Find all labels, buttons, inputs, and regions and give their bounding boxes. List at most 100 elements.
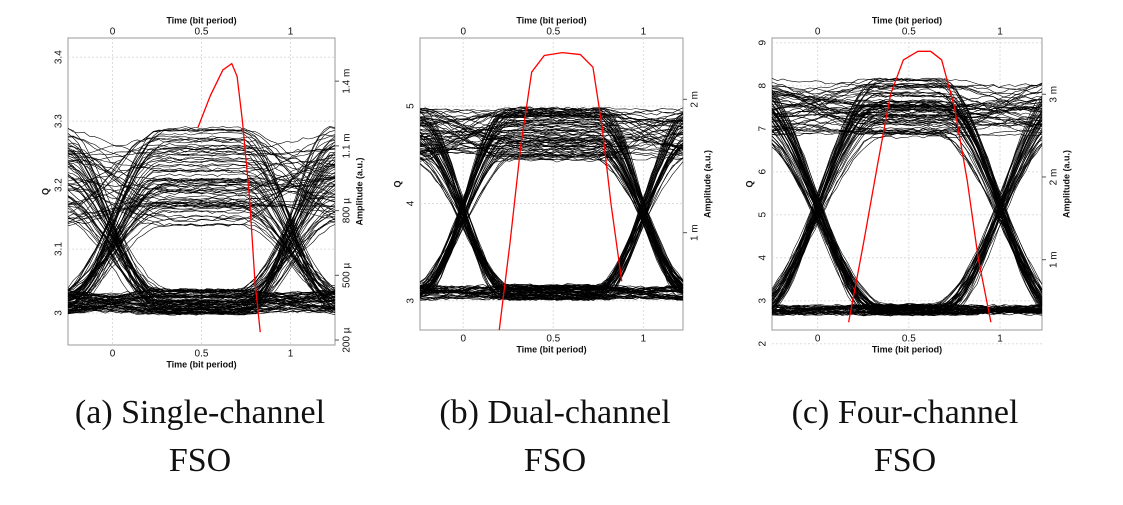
x-top-axis-label: Time (bit period) [166,15,236,25]
y2-tick-label: 1.4 m [342,69,353,94]
x-axis-label: Time (bit period) [166,359,236,369]
eye-trace [419,143,684,152]
eye-trace [419,155,684,295]
eye-trace [67,211,336,312]
eye-trace [67,131,336,300]
eye-trace [67,153,336,201]
eye-trace [771,77,1043,300]
eye-trace [419,284,684,300]
eye-trace [419,109,684,297]
x-top-tick-label: 0.5 [902,27,916,38]
y2-tick-label: 1 m [690,224,701,241]
x-top-tick-label: 0 [815,27,821,38]
caption: (b) Dual-channel [439,394,670,431]
eye-trace [771,91,1043,132]
eye-trace [67,136,336,290]
eye-trace [67,295,336,316]
x-tick-label: 1 [288,349,294,360]
eye-trace [67,179,336,305]
eye-trace [67,153,336,310]
eye-trace [771,304,1043,314]
eye-trace [771,82,1043,290]
x-top-axis-label: Time (bit period) [516,15,586,25]
caption: (a) Single-channel [75,394,325,431]
eye-trace [67,291,336,315]
eye-trace [419,152,684,290]
eye-trace [771,310,1043,315]
y2-tick-label: 500 µ [342,262,353,287]
y-axis-label: Q [744,180,754,187]
eye-trace [771,108,1043,313]
eye-trace [771,125,1043,310]
x-tick-label: 0.5 [546,334,560,345]
eye-trace [771,83,1043,131]
eye-trace [771,100,1043,308]
x-top-axis-label: Time (bit period) [872,15,942,25]
eye-trace [67,223,336,306]
eye-trace [772,97,1043,130]
eye-trace [419,114,684,154]
x-tick-label: 0.5 [195,349,209,360]
eye-trace [67,144,336,307]
eye-trace [67,125,336,302]
q-curve [197,62,261,333]
eye-trace [771,106,1043,304]
eye-trace [419,129,684,296]
y-axis-label: Q [40,188,50,195]
y-tick-label: 7 [758,126,769,132]
eye-trace [419,112,684,287]
eye-trace [771,118,1043,303]
eye-trace [771,107,1043,128]
y-tick-label: 9 [758,40,769,46]
eye-traces [419,106,684,302]
eye-trace [67,191,336,291]
x-tick-label: 1 [997,334,1003,345]
x-top-tick-label: 1 [288,27,294,38]
y-tick-label: 3.1 [54,242,65,256]
eye-trace [419,289,684,297]
caption: FSO [524,442,586,479]
y2-axis-label: Amplitude (a.u.) [354,158,364,226]
eye-trace [67,139,336,292]
eye-traces [67,125,336,316]
eye-trace [419,107,684,159]
y-tick-label: 3.2 [54,178,65,192]
x-top-tick-label: 0 [460,27,466,38]
caption: (c) Four-channel [792,394,1019,431]
eye-trace [419,108,684,288]
eye-trace [419,141,684,282]
y-tick-label: 2 [758,341,769,347]
y2-tick-label: 3 m [1049,86,1060,103]
eye-trace [771,85,1043,291]
x-top-tick-label: 0.5 [195,27,209,38]
x-top-tick-label: 0 [110,27,116,38]
eye-trace [419,114,684,297]
y2-tick-label: 800 µ [342,198,353,223]
eye-trace [419,150,684,288]
eye-trace [67,289,336,306]
eye-trace [67,150,336,219]
x-tick-label: 0 [460,334,466,345]
y-tick-label: 5 [758,212,769,218]
eye-trace [419,119,684,290]
eye-trace [771,310,1043,315]
x-top-tick-label: 0.5 [546,27,560,38]
eye-trace [67,127,336,290]
y-tick-label: 4 [406,200,417,206]
eye-trace [419,129,684,147]
y-axis-label: Q [392,180,402,187]
y2-tick-label: 2 m [1049,169,1060,186]
x-axis-label: Time (bit period) [516,344,586,354]
y-tick-label: 3.4 [54,50,65,64]
y2-tick-label: 2 m [690,91,701,108]
y-tick-label: 5 [406,103,417,109]
y-tick-label: 3 [406,298,417,304]
eye-trace [67,183,336,312]
eye-trace [67,161,336,303]
y2-tick-label: 1.1 m [342,133,353,158]
eye-trace [419,132,684,291]
eye-trace [771,128,1043,305]
eye-trace [67,176,336,297]
x-top-tick-label: 1 [997,27,1003,38]
